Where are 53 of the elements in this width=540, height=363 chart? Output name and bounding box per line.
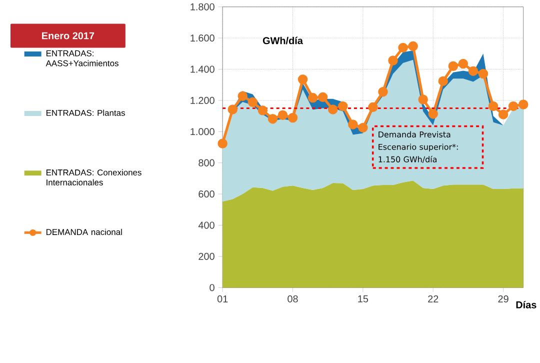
legend-label: ENTRADAS: AASS+Yacimientos [46, 50, 118, 67]
point [218, 138, 228, 149]
y-tick-label: 800 [198, 160, 214, 167]
point [338, 102, 348, 112]
point [488, 102, 498, 112]
point [348, 120, 358, 130]
point [438, 76, 448, 86]
point [498, 110, 508, 120]
x-axis-title: Días [516, 301, 536, 309]
point [328, 104, 338, 115]
point [378, 87, 388, 97]
point [258, 106, 268, 116]
point [278, 110, 288, 120]
point [368, 102, 378, 112]
point [228, 104, 238, 115]
text: Enero 2017 [42, 32, 94, 40]
point [458, 59, 468, 69]
point [248, 98, 258, 108]
y-tick-label: 200 [198, 253, 214, 260]
point [478, 69, 488, 79]
legend-label: DEMANDA nacional [46, 229, 122, 236]
y-tick-label: 1.400 [190, 66, 214, 74]
x-tick-label: 22 [428, 296, 438, 303]
point [518, 100, 528, 110]
point [408, 42, 418, 52]
x-tick-label: 01 [217, 296, 228, 303]
y-tick-label: 1.200 [190, 97, 214, 104]
x-tick-label: 15 [358, 296, 368, 303]
y-tick-label: 400 [198, 222, 214, 229]
point [318, 92, 328, 102]
point [398, 43, 408, 53]
legend-label: ENTRADAS: Plantas [46, 110, 125, 116]
point [388, 56, 398, 66]
point [448, 61, 458, 72]
point [238, 91, 248, 102]
y-tick-label: 1.000 [190, 128, 214, 136]
point [428, 109, 438, 119]
y-tick-label: 1.800 [190, 4, 214, 11]
point [418, 94, 428, 105]
point [308, 93, 318, 103]
y-tick-label: 1.600 [190, 34, 214, 42]
point [358, 123, 368, 133]
x-tick-label: 29 [498, 296, 508, 303]
point [268, 114, 278, 124]
legend-label: ENTRADAS: Conexiones Internacionales [46, 169, 142, 186]
point [468, 66, 478, 76]
y-axis-title: GWh/día [262, 37, 303, 45]
point [508, 102, 518, 112]
point [288, 113, 298, 123]
point [298, 74, 308, 85]
y-tick-label: 0 [210, 284, 214, 292]
y-tick-label: 600 [198, 190, 214, 198]
x-tick-label: 08 [288, 296, 298, 303]
